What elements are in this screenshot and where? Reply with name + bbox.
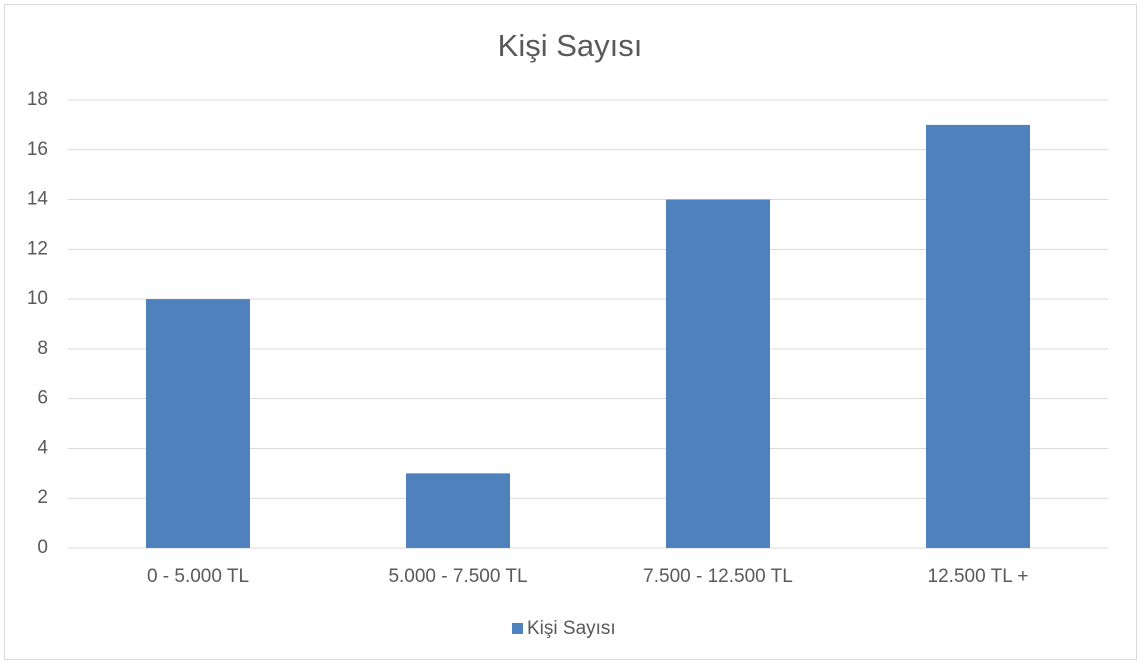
x-tick-label: 7.500 - 12.500 TL [643, 566, 793, 587]
y-tick-label: 0 [37, 537, 48, 558]
y-tick-label: 12 [27, 238, 48, 259]
x-tick-label: 12.500 TL + [928, 566, 1029, 587]
bar [406, 473, 510, 548]
chart-title: Kişi Sayısı [498, 28, 643, 63]
y-tick-label: 14 [27, 189, 49, 210]
bar [666, 199, 770, 549]
y-tick-label: 8 [37, 338, 48, 359]
legend-label: Kişi Sayısı [527, 618, 616, 639]
y-tick-label: 16 [27, 139, 48, 160]
bar [926, 124, 1030, 548]
y-tick-label: 18 [27, 89, 48, 110]
x-tick-label: 5.000 - 7.500 TL [388, 566, 527, 587]
legend-swatch [512, 623, 523, 634]
y-tick-label: 6 [37, 388, 48, 409]
x-tick-label: 0 - 5.000 TL [147, 566, 249, 587]
y-tick-label: 4 [37, 437, 48, 458]
y-tick-label: 2 [37, 487, 48, 508]
y-tick-label: 10 [27, 288, 48, 309]
bar [146, 299, 250, 548]
